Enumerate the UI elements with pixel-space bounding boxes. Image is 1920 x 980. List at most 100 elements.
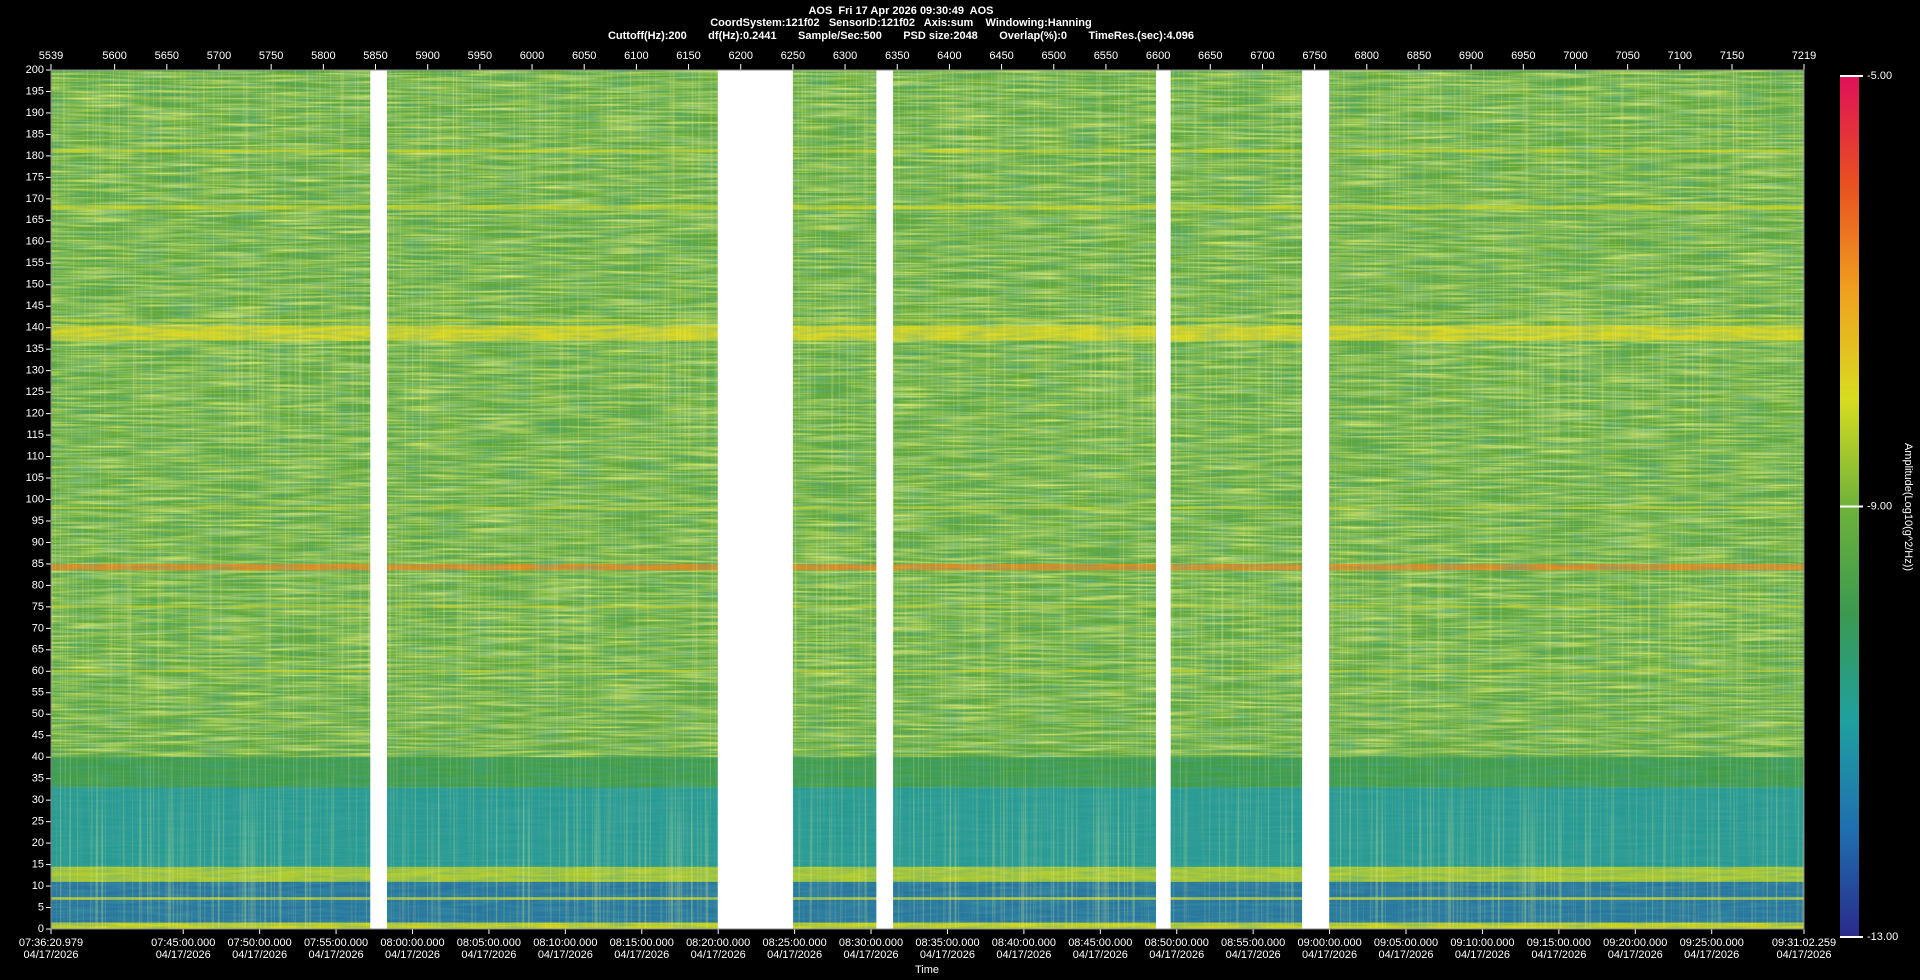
data-gap (876, 70, 894, 929)
x2-tick-label: 07:50:00.000 (228, 937, 292, 949)
y-tick-label: 50 (32, 708, 44, 720)
y-tick-label: 10 (32, 880, 44, 892)
y-tick-label: 110 (26, 450, 44, 462)
y-tick-label: 105 (26, 472, 44, 484)
x-tick-label: 6350 (885, 50, 909, 62)
colorbar-tick-label: -5.00 (1867, 70, 1892, 82)
data-gap (1156, 70, 1171, 929)
x2-tick-date: 04/17/2026 (691, 949, 746, 961)
x-tick-label: 6500 (1042, 50, 1066, 62)
y-tick-label: 140 (26, 322, 44, 334)
x-tick-label: 5700 (207, 50, 231, 62)
y-tick-label: 180 (26, 150, 44, 162)
y-tick-label: 95 (32, 515, 44, 527)
chart-subtitle: CoordSystem:121f02 SensorID:121f02 Axis:… (710, 17, 1092, 29)
x-tick-label: 7100 (1668, 50, 1692, 62)
texture (51, 70, 1804, 929)
y-tick-label: 135 (26, 343, 44, 355)
x2-tick-date: 04/17/2026 (1073, 949, 1128, 961)
x-tick-label: 6250 (781, 50, 805, 62)
x2-tick-label: 08:35:00.000 (915, 937, 979, 949)
x2-tick-label: 09:20:00.000 (1603, 937, 1667, 949)
y-tick-label: 115 (26, 429, 44, 441)
x-tick-label: 5850 (363, 50, 387, 62)
x-tick-label: 6200 (728, 50, 752, 62)
y-tick-label: 0 (38, 923, 44, 935)
x2-tick-date: 04/17/2026 (156, 949, 211, 961)
y-tick-label: 165 (26, 214, 44, 226)
x2-tick-label: 09:15:00.000 (1527, 937, 1591, 949)
x2-tick-date: 04/17/2026 (996, 949, 1051, 961)
x2-tick-date: 04/17/2026 (844, 949, 899, 961)
x2-tick-label: 09:05:00.000 (1374, 937, 1438, 949)
x-tick-label: 7219 (1792, 50, 1816, 62)
x2-tick-label: 09:00:00.000 (1297, 937, 1361, 949)
x-tick-label: 6850 (1407, 50, 1431, 62)
x-tick-label: 5600 (102, 50, 126, 62)
data-gap (717, 70, 793, 929)
x-tick-label: 6150 (676, 50, 700, 62)
y-tick-label: 100 (26, 493, 44, 505)
plot-frame (50, 69, 1805, 930)
x-tick-label: 5950 (468, 50, 492, 62)
y-tick-label: 60 (32, 665, 44, 677)
x2-tick-date: 04/17/2026 (1378, 949, 1433, 961)
x2-tick-date: 04/17/2026 (1776, 949, 1831, 961)
y-tick-label: 150 (26, 279, 44, 291)
x2-tick-date: 04/17/2026 (232, 949, 287, 961)
x-tick-label: 5539 (39, 50, 63, 62)
y-tick-label: 90 (32, 536, 44, 548)
x2-tick-label: 08:25:00.000 (763, 937, 827, 949)
x-tick-label: 5650 (155, 50, 179, 62)
y-tick-label: 30 (32, 794, 44, 806)
x-tick-label: 5750 (259, 50, 283, 62)
x2-tick-date: 04/17/2026 (23, 949, 78, 961)
x2-tick-label: 08:40:00.000 (992, 937, 1056, 949)
x2-tick-date: 04/17/2026 (920, 949, 975, 961)
y-tick-label: 75 (32, 601, 44, 613)
chart-subtitle: Cuttoff(Hz):200 df(Hz):0.2441 Sample/Sec… (608, 30, 1194, 42)
x2-tick-label: 08:10:00.000 (533, 937, 597, 949)
x2-tick-date: 04/17/2026 (1608, 949, 1663, 961)
x-tick-label: 6050 (572, 50, 596, 62)
x-tick-label: 6600 (1146, 50, 1170, 62)
x2-tick-label: 07:45:00.000 (151, 937, 215, 949)
chart-title: AOS Fri 17 Apr 2026 09:30:49 AOS (808, 5, 993, 17)
y-tick-label: 55 (32, 687, 44, 699)
x2-tick-label: 08:20:00.000 (686, 937, 750, 949)
y-tick-label: 155 (26, 257, 44, 269)
x2-tick-date: 04/17/2026 (461, 949, 516, 961)
data-gap (370, 70, 387, 929)
x2-tick-label: 07:36:20.979 (19, 937, 83, 949)
x2-tick-label: 08:50:00.000 (1145, 937, 1209, 949)
data-gap (1302, 70, 1330, 929)
y-tick-label: 40 (32, 751, 44, 763)
y-tick-label: 80 (32, 579, 44, 591)
x-tick-label: 6750 (1302, 50, 1326, 62)
x2-tick-label: 08:15:00.000 (610, 937, 674, 949)
y-tick-label: 175 (26, 171, 44, 183)
y-tick-label: 85 (32, 558, 44, 570)
colorbar-tick-label: -13.00 (1867, 931, 1898, 943)
y-tick-label: 170 (26, 193, 44, 205)
x2-tick-label: 09:10:00.000 (1450, 937, 1514, 949)
y-tick-label: 35 (32, 773, 44, 785)
x2-tick-label: 08:30:00.000 (839, 937, 903, 949)
y-tick-label: 20 (32, 837, 44, 849)
x-tick-label: 7050 (1615, 50, 1639, 62)
x-tick-label: 6300 (833, 50, 857, 62)
x2-tick-label: 08:05:00.000 (457, 937, 521, 949)
x-tick-label: 6900 (1459, 50, 1483, 62)
x2-tick-date: 04/17/2026 (1684, 949, 1739, 961)
spectrogram (51, 70, 1804, 929)
y-tick-label: 145 (26, 300, 44, 312)
y-tick-label: 190 (26, 107, 44, 119)
x2-tick-date: 04/17/2026 (309, 949, 364, 961)
x-tick-label: 6550 (1094, 50, 1118, 62)
x-tick-label: 6100 (624, 50, 648, 62)
x-tick-label: 5900 (415, 50, 439, 62)
x2-tick-label: 08:45:00.000 (1068, 937, 1132, 949)
x-tick-label: 6700 (1250, 50, 1274, 62)
